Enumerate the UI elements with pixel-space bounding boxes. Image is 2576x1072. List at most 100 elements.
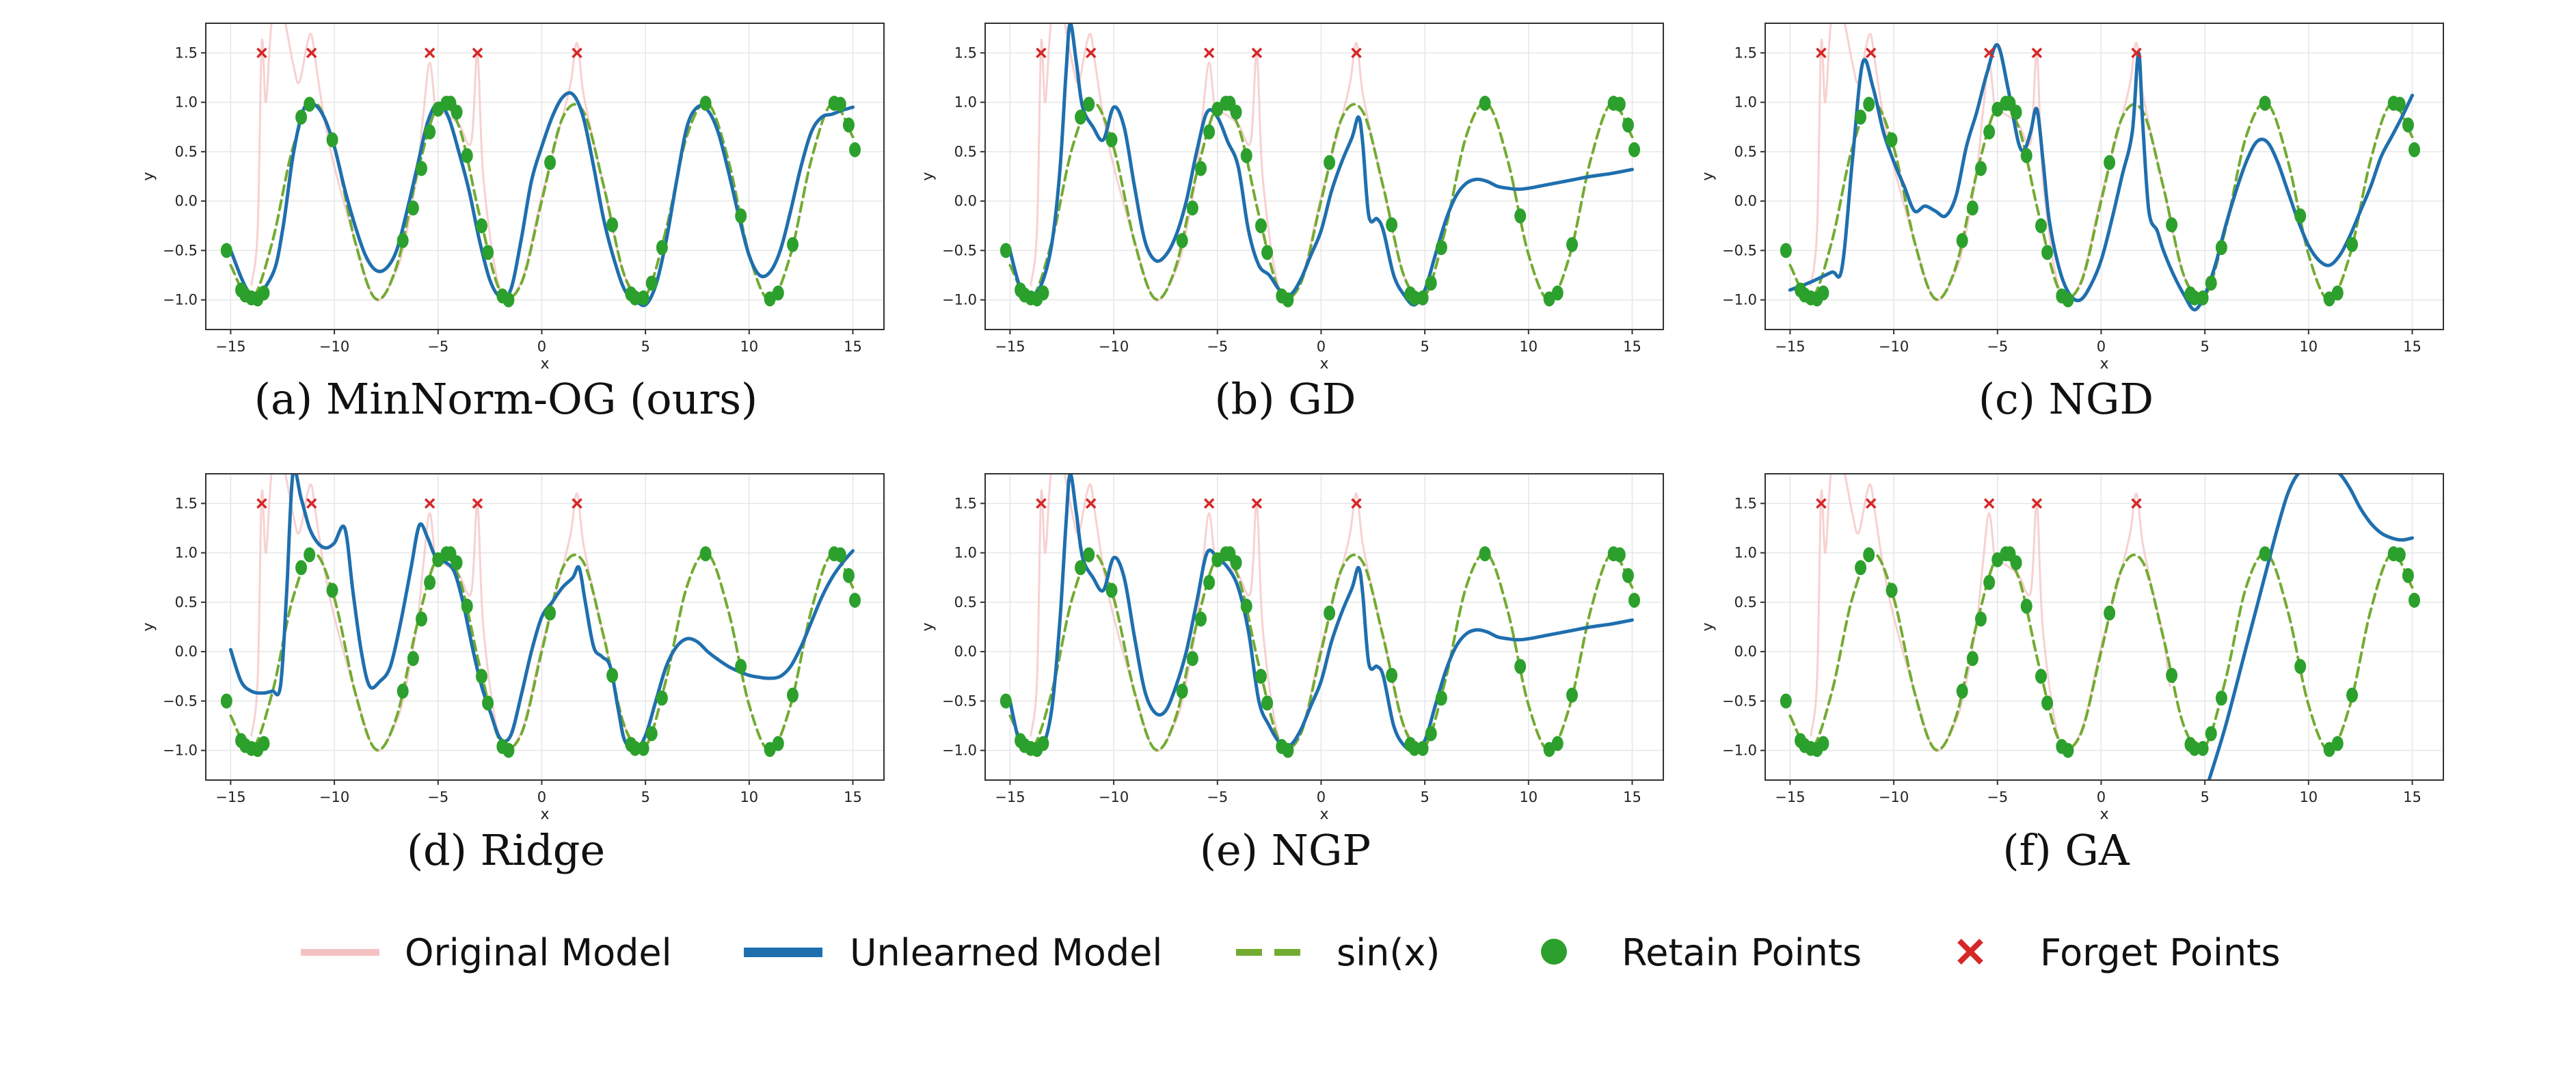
- panel-a-xtick-label-6: 15: [844, 338, 862, 355]
- panel-a-xtick-label-3: 0: [537, 338, 546, 355]
- panel-d-retain-point-23: [606, 667, 619, 683]
- panel-a-unlearned-line: [228, 91, 855, 308]
- panel-d-retain-point-28: [656, 691, 668, 706]
- panel-c-retain-point-33: [2346, 237, 2359, 252]
- panel-a-retain-point-5: [258, 285, 270, 301]
- panel-e-ylabel: y: [920, 622, 937, 631]
- panel-c-retain-point-8: [1886, 132, 1898, 148]
- panel-c-retain-point-26: [2197, 290, 2209, 306]
- panel-c-ytick-label-3: 0.5: [1734, 144, 1757, 160]
- panel-f-ytick-label-3: 0.5: [1734, 594, 1757, 611]
- panel-a-retain-point-23: [606, 217, 619, 232]
- panel-d-retain-point-30: [735, 658, 747, 674]
- panel-e-forget-point-2: [1203, 498, 1215, 509]
- panel-b-xtick-label-4: 5: [1420, 338, 1429, 355]
- panel-f-retain-point-32: [2331, 736, 2344, 751]
- panel-e-caption: (e) NGP: [1200, 825, 1371, 875]
- panel-d-xtick-label-4: 5: [641, 789, 649, 805]
- panel-d-retain-point-17: [461, 598, 473, 614]
- panel-e-retain-point-37: [1628, 592, 1641, 608]
- panel-d-xtick-label-3: 0: [537, 789, 546, 805]
- panel-d-xtick-label-5: 10: [740, 789, 758, 805]
- panel-b-retain-point-29: [1479, 96, 1491, 111]
- panel-f-ytick-label-2: 0.0: [1734, 643, 1757, 660]
- panel-e-ytick-label-1: −0.5: [942, 693, 977, 709]
- panel-c-retain-point-19: [2041, 245, 2054, 260]
- panel-d-ytick-label-5: 1.5: [175, 495, 198, 511]
- panel-c-xtick-label-5: 10: [2299, 338, 2318, 355]
- panel-b-ytick-label-2: 0.0: [954, 193, 977, 209]
- panel-f-ytick-label-1: −0.5: [1722, 693, 1757, 709]
- panel-b-forget-point-2: [1203, 47, 1215, 59]
- panel-d-retain-point-26: [637, 740, 649, 756]
- panel-d-sin-line: [229, 551, 855, 752]
- panel-d-frame: [205, 473, 885, 781]
- panel-a-ytick-label-4: 1.0: [175, 94, 198, 111]
- panel-e-forget-point-3: [1251, 498, 1263, 509]
- panel-a-retain-point-25: [629, 290, 641, 306]
- panel-d-retain-point-36: [842, 567, 855, 583]
- panel-a-forget-point-4: [572, 47, 582, 59]
- panel-f-xtick-label-6: 15: [2403, 789, 2421, 805]
- panel-b-retain-point-8: [1105, 132, 1118, 148]
- panel-e-retain-point-25: [1408, 740, 1421, 756]
- panel-f-forget-point-4: [2131, 498, 2142, 509]
- panel-a-ytick-label-0: −1.0: [163, 292, 198, 308]
- panel-b-retain-point-33: [1566, 237, 1579, 252]
- panel-e-xtick-label-5: 10: [1519, 789, 1538, 805]
- panel-b-retain-point-18: [1255, 218, 1267, 234]
- panel-b: −15 −10 −5 0 5 10 15 −1.0 −0.5 0.0 0.5 1.0 1.5 x y (b)…: [920, 23, 1664, 424]
- panel-e-retain-point-33: [1566, 687, 1579, 703]
- panel-e-retain-point-0: [999, 693, 1012, 709]
- legend-original-label: Original Model: [405, 931, 672, 974]
- panel-c-forget-point-3: [2031, 47, 2043, 59]
- panel-e-retain-point-10: [1186, 651, 1198, 667]
- panel-a-caption: (a) MinNorm-OG (ours): [254, 374, 757, 424]
- panel-f-retain-point-28: [2215, 691, 2227, 706]
- panel-d-ytick-label-2: 0.0: [175, 643, 198, 660]
- panel-e-retain-point-29: [1479, 546, 1491, 562]
- panel-b-retain-point-10: [1186, 200, 1198, 216]
- panel-d-ytick-label-3: 0.5: [175, 594, 198, 611]
- panel-c-original-line: [1810, 23, 2206, 302]
- panel-f-retain-point-0: [1780, 693, 1792, 709]
- panel-e-retain-point-17: [1240, 598, 1252, 614]
- panel-c-frame: [1765, 23, 2444, 330]
- panel-f-retain-point-26: [2197, 740, 2209, 756]
- panel-c: −15 −10 −5 0 5 10 15 −1.0 −0.5 0.0 0.5 1.0 1.5 x y (c)…: [1700, 23, 2444, 424]
- panel-f-xtick-label-0: −15: [1775, 789, 1805, 805]
- panel-a-xtick-label-1: −10: [319, 338, 349, 355]
- panel-c-retain-point-27: [2205, 276, 2217, 291]
- panel-b-ytick-label-0: −1.0: [942, 292, 977, 308]
- legend-retain-swatch: [1541, 939, 1567, 965]
- panel-d-retain-point-21: [502, 742, 515, 758]
- panel-c-forget-point-4: [2131, 47, 2142, 59]
- panel-f-retain-point-36: [2402, 567, 2414, 583]
- panel-e-retain-point-9: [1176, 683, 1188, 699]
- panel-a-retain-point-26: [637, 290, 649, 306]
- panel-b-frame: [984, 23, 1664, 330]
- panel-c-forget-point-1: [1865, 47, 1877, 59]
- panel-a-retain-point-19: [482, 245, 494, 260]
- panel-b-ytick-label-4: 1.0: [954, 94, 977, 111]
- panel-a-frame: [205, 23, 885, 330]
- panel-a-ytick-label-1: −0.5: [163, 242, 198, 258]
- panel-d-xtick-label-6: 15: [844, 789, 862, 805]
- panel-b-retain-point-9: [1176, 232, 1188, 248]
- panel-d-caption: (d) Ridge: [407, 825, 605, 875]
- panel-e-retain-point-16: [1230, 555, 1242, 571]
- panel-d-retain-point-12: [424, 574, 436, 590]
- panel-c-sin-line: [1788, 100, 2414, 302]
- panel-d-xtick-label-1: −10: [319, 789, 349, 805]
- panel-f-series-area: [1788, 474, 2414, 780]
- panel-a-ytick-label-5: 1.5: [175, 44, 198, 61]
- panel-c-retain-point-18: [2035, 218, 2047, 234]
- panel-c-xtick-label-1: −10: [1879, 338, 1909, 355]
- panel-b-retain-point-16: [1230, 105, 1242, 120]
- panel-d-retain-point-7: [304, 547, 316, 563]
- panel-e-plot: −15 −10 −5 0 5 10 15 −1.0 −0.5 0.0 0.5 1.0 1.5 x y: [920, 473, 1664, 823]
- panel-f-retain-point-7: [1863, 547, 1875, 563]
- panel-b-retain-point-5: [1037, 285, 1049, 301]
- panel-a-retain-point-12: [424, 124, 436, 139]
- panel-a-xtick-label-5: 10: [740, 338, 758, 355]
